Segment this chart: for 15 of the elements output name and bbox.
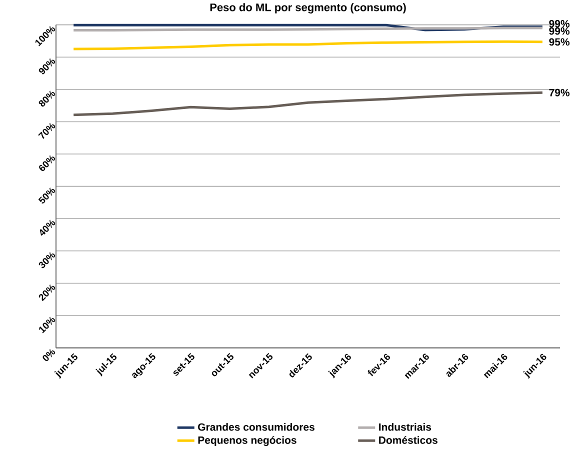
y-tick-label: 90% — [38, 58, 56, 74]
chart-title: Peso do ML por segmento (consumo) — [210, 3, 406, 14]
y-tick-label: 60% — [39, 155, 56, 172]
y-tick-label: 40% — [40, 220, 56, 236]
y-tick-label: 0% — [42, 349, 56, 362]
legend-label: Grandes consumidores — [198, 423, 314, 431]
legend-label: Industriais — [379, 423, 432, 431]
data-label: 99% — [549, 27, 570, 35]
y-tick-label: 50% — [38, 188, 56, 204]
legend-label: Pequenos negócios — [198, 436, 296, 446]
data-label: 79% — [549, 89, 570, 96]
y-tick-label: 70% — [38, 123, 56, 139]
data-label: 99% — [549, 20, 570, 28]
legend-label: Domésticos — [379, 436, 438, 444]
data-label: 95% — [549, 38, 570, 46]
